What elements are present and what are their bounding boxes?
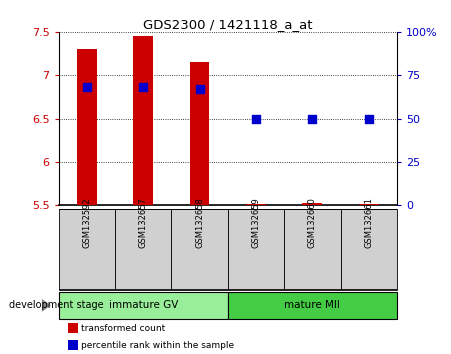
Bar xyxy=(133,36,153,205)
Point xyxy=(83,85,90,90)
Point xyxy=(365,116,373,121)
Title: GDS2300 / 1421118_a_at: GDS2300 / 1421118_a_at xyxy=(143,18,313,31)
Bar xyxy=(341,209,397,290)
Text: GSM132592: GSM132592 xyxy=(83,197,91,248)
Point xyxy=(253,116,260,121)
Text: percentile rank within the sample: percentile rank within the sample xyxy=(81,341,235,350)
Bar xyxy=(59,209,115,290)
Bar xyxy=(228,292,397,319)
Text: GSM132659: GSM132659 xyxy=(252,197,260,248)
Text: GSM132661: GSM132661 xyxy=(364,197,373,248)
Text: GSM132660: GSM132660 xyxy=(308,197,317,248)
Text: mature MII: mature MII xyxy=(285,300,340,310)
Point xyxy=(308,116,316,121)
Bar xyxy=(59,292,228,319)
Text: immature GV: immature GV xyxy=(109,300,178,310)
Bar xyxy=(246,204,266,205)
Bar xyxy=(228,209,284,290)
Text: GSM132657: GSM132657 xyxy=(139,197,147,248)
Point xyxy=(140,85,147,90)
Text: GSM132658: GSM132658 xyxy=(195,197,204,248)
Bar xyxy=(284,209,341,290)
Text: transformed count: transformed count xyxy=(81,324,166,333)
Bar xyxy=(171,209,228,290)
Bar xyxy=(115,209,171,290)
Bar xyxy=(303,203,322,205)
Point xyxy=(196,86,203,92)
Bar xyxy=(190,62,209,205)
Bar xyxy=(77,49,97,205)
Text: development stage: development stage xyxy=(9,300,104,310)
